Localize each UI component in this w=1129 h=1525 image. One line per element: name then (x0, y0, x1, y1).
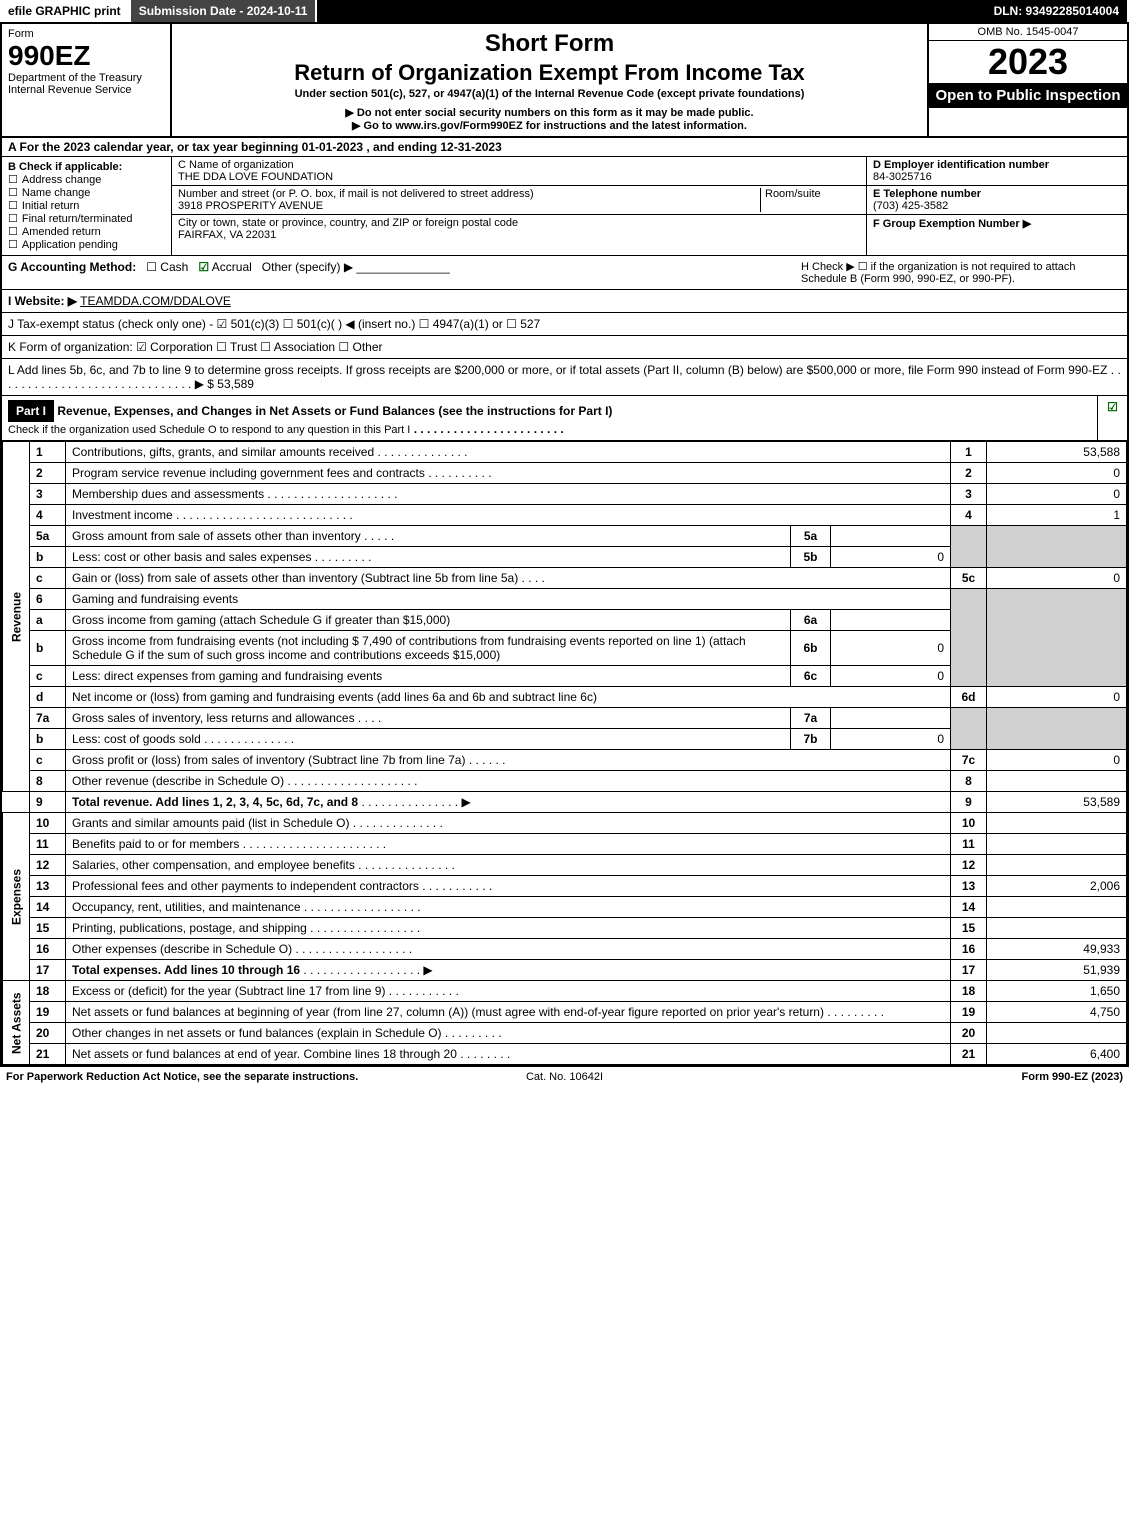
line-14: 14Occupancy, rent, utilities, and mainte… (3, 897, 1127, 918)
net-assets-label: Net Assets (3, 981, 30, 1065)
part-i-title: Revenue, Expenses, and Changes in Net As… (57, 404, 612, 418)
dept-label: Department of the Treasury Internal Reve… (8, 72, 164, 96)
part-i-checkbox[interactable]: ☑ (1097, 396, 1127, 440)
chk-initial-return[interactable]: ☐Initial return (8, 199, 165, 212)
header-mid: Short Form Return of Organization Exempt… (172, 24, 927, 136)
form-number: 990EZ (8, 40, 164, 72)
open-to-public: Open to Public Inspection (929, 83, 1127, 108)
e-label: E Telephone number (873, 188, 981, 200)
form-label: Form (8, 28, 164, 40)
goto-link[interactable]: ▶ Go to www.irs.gov/Form990EZ for instru… (178, 119, 921, 132)
col-b-checkboxes: B Check if applicable: ☐Address change ☐… (2, 157, 172, 255)
line-6d: dNet income or (loss) from gaming and fu… (3, 687, 1127, 708)
b-label: B Check if applicable: (8, 161, 165, 173)
f-label: F Group Exemption Number ▶ (873, 218, 1031, 230)
line-15: 15Printing, publications, postage, and s… (3, 918, 1127, 939)
line-7c: cGross profit or (loss) from sales of in… (3, 750, 1127, 771)
line-11: 11Benefits paid to or for members . . . … (3, 834, 1127, 855)
c-city-label: City or town, state or province, country… (178, 217, 860, 229)
phone-value: (703) 425-3582 (873, 200, 948, 212)
header-left: Form 990EZ Department of the Treasury In… (2, 24, 172, 136)
row-l-gross-receipts: L Add lines 5b, 6c, and 7b to line 9 to … (2, 359, 1127, 396)
f-group-block: F Group Exemption Number ▶ (867, 215, 1127, 232)
line-17: 17Total expenses. Add lines 10 through 1… (3, 960, 1127, 981)
c-street-block: Number and street (or P. O. box, if mail… (172, 186, 866, 215)
c-city-block: City or town, state or province, country… (172, 215, 866, 243)
line-18: Net Assets 18Excess or (deficit) for the… (3, 981, 1127, 1002)
dln-label: DLN: 93492285014004 (986, 0, 1129, 22)
line-3: 3Membership dues and assessments . . . .… (3, 484, 1127, 505)
chk-address-change[interactable]: ☐Address change (8, 173, 165, 186)
chk-amended-return[interactable]: ☐Amended return (8, 225, 165, 238)
omb-number: OMB No. 1545-0047 (929, 24, 1127, 41)
line-2: 2Program service revenue including gover… (3, 463, 1127, 484)
row-k-form-org: K Form of organization: ☑ Corporation ☐ … (2, 336, 1127, 359)
ssn-warning: ▶ Do not enter social security numbers o… (178, 106, 921, 119)
e-phone-block: E Telephone number (703) 425-3582 (867, 186, 1127, 215)
chk-final-return[interactable]: ☐Final return/terminated (8, 212, 165, 225)
footer-cat-no: Cat. No. 10642I (378, 1071, 750, 1083)
top-bar: efile GRAPHIC print Submission Date - 20… (0, 0, 1129, 22)
chk-name-change[interactable]: ☐Name change (8, 186, 165, 199)
d-label: D Employer identification number (873, 159, 1049, 171)
line-13: 13Professional fees and other payments t… (3, 876, 1127, 897)
submission-date: Submission Date - 2024-10-11 (131, 0, 318, 22)
line-8: 8Other revenue (describe in Schedule O) … (3, 771, 1127, 792)
topbar-spacer (317, 0, 985, 22)
lines-table: Revenue 1Contributions, gifts, grants, a… (2, 441, 1127, 1065)
chk-application-pending[interactable]: ☐Application pending (8, 238, 165, 251)
revenue-label: Revenue (3, 442, 30, 792)
title-short-form: Short Form (178, 30, 921, 58)
subtitle: Under section 501(c), 527, or 4947(a)(1)… (178, 88, 921, 100)
header-right: OMB No. 1545-0047 2023 Open to Public In… (927, 24, 1127, 136)
line-5c: cGain or (loss) from sale of assets othe… (3, 568, 1127, 589)
c-street-label: Number and street (or P. O. box, if mail… (178, 188, 760, 200)
line-4: 4Investment income . . . . . . . . . . .… (3, 505, 1127, 526)
line-16: 16Other expenses (describe in Schedule O… (3, 939, 1127, 960)
form-header: Form 990EZ Department of the Treasury In… (2, 24, 1127, 138)
line-6: 6Gaming and fundraising events (3, 589, 1127, 610)
line-5a: 5aGross amount from sale of assets other… (3, 526, 1127, 547)
expenses-label: Expenses (3, 813, 30, 981)
line-10: Expenses 10Grants and similar amounts pa… (3, 813, 1127, 834)
org-city: FAIRFAX, VA 22031 (178, 229, 860, 241)
tax-year: 2023 (929, 41, 1127, 83)
row-i-website: I Website: ▶ TEAMDDA.COM/DDALOVE (2, 290, 1127, 313)
c-name-label: C Name of organization (178, 159, 860, 171)
website-value[interactable]: TEAMDDA.COM/DDALOVE (80, 294, 231, 308)
part-i-label: Part I (8, 400, 54, 422)
page-footer: For Paperwork Reduction Act Notice, see … (0, 1067, 1129, 1087)
line-19: 19Net assets or fund balances at beginni… (3, 1002, 1127, 1023)
line-1: Revenue 1Contributions, gifts, grants, a… (3, 442, 1127, 463)
line-9: 9Total revenue. Add lines 1, 2, 3, 4, 5c… (3, 792, 1127, 813)
row-g-h: G Accounting Method: ☐ Cash ☑ Accrual Ot… (2, 256, 1127, 290)
g-accounting: G Accounting Method: ☐ Cash ☑ Accrual Ot… (8, 260, 801, 285)
c-name-block: C Name of organization THE DDA LOVE FOUN… (172, 157, 866, 186)
footer-right: Form 990-EZ (2023) (751, 1071, 1123, 1083)
part-i-header: Part I Revenue, Expenses, and Changes in… (2, 396, 1127, 441)
line-20: 20Other changes in net assets or fund ba… (3, 1023, 1127, 1044)
org-name: THE DDA LOVE FOUNDATION (178, 171, 860, 183)
title-return: Return of Organization Exempt From Incom… (178, 60, 921, 86)
block-bcdef: B Check if applicable: ☐Address change ☐… (2, 157, 1127, 256)
row-a-tax-year: A For the 2023 calendar year, or tax yea… (2, 138, 1127, 157)
part-i-sub: Check if the organization used Schedule … (8, 424, 410, 436)
d-ein-block: D Employer identification number 84-3025… (867, 157, 1127, 186)
col-def: D Employer identification number 84-3025… (867, 157, 1127, 255)
footer-left: For Paperwork Reduction Act Notice, see … (6, 1071, 378, 1083)
row-j-tax-exempt: J Tax-exempt status (check only one) - ☑… (2, 313, 1127, 336)
col-c-org-info: C Name of organization THE DDA LOVE FOUN… (172, 157, 867, 255)
ein-value: 84-3025716 (873, 171, 932, 183)
form-container: Form 990EZ Department of the Treasury In… (0, 22, 1129, 1067)
h-schedule-b: H Check ▶ ☐ if the organization is not r… (801, 260, 1121, 285)
c-room-label: Room/suite (765, 188, 860, 200)
org-street: 3918 PROSPERITY AVENUE (178, 200, 760, 212)
line-7a: 7aGross sales of inventory, less returns… (3, 708, 1127, 729)
efile-print-button[interactable]: efile GRAPHIC print (0, 0, 131, 22)
line-21: 21Net assets or fund balances at end of … (3, 1044, 1127, 1065)
line-12: 12Salaries, other compensation, and empl… (3, 855, 1127, 876)
